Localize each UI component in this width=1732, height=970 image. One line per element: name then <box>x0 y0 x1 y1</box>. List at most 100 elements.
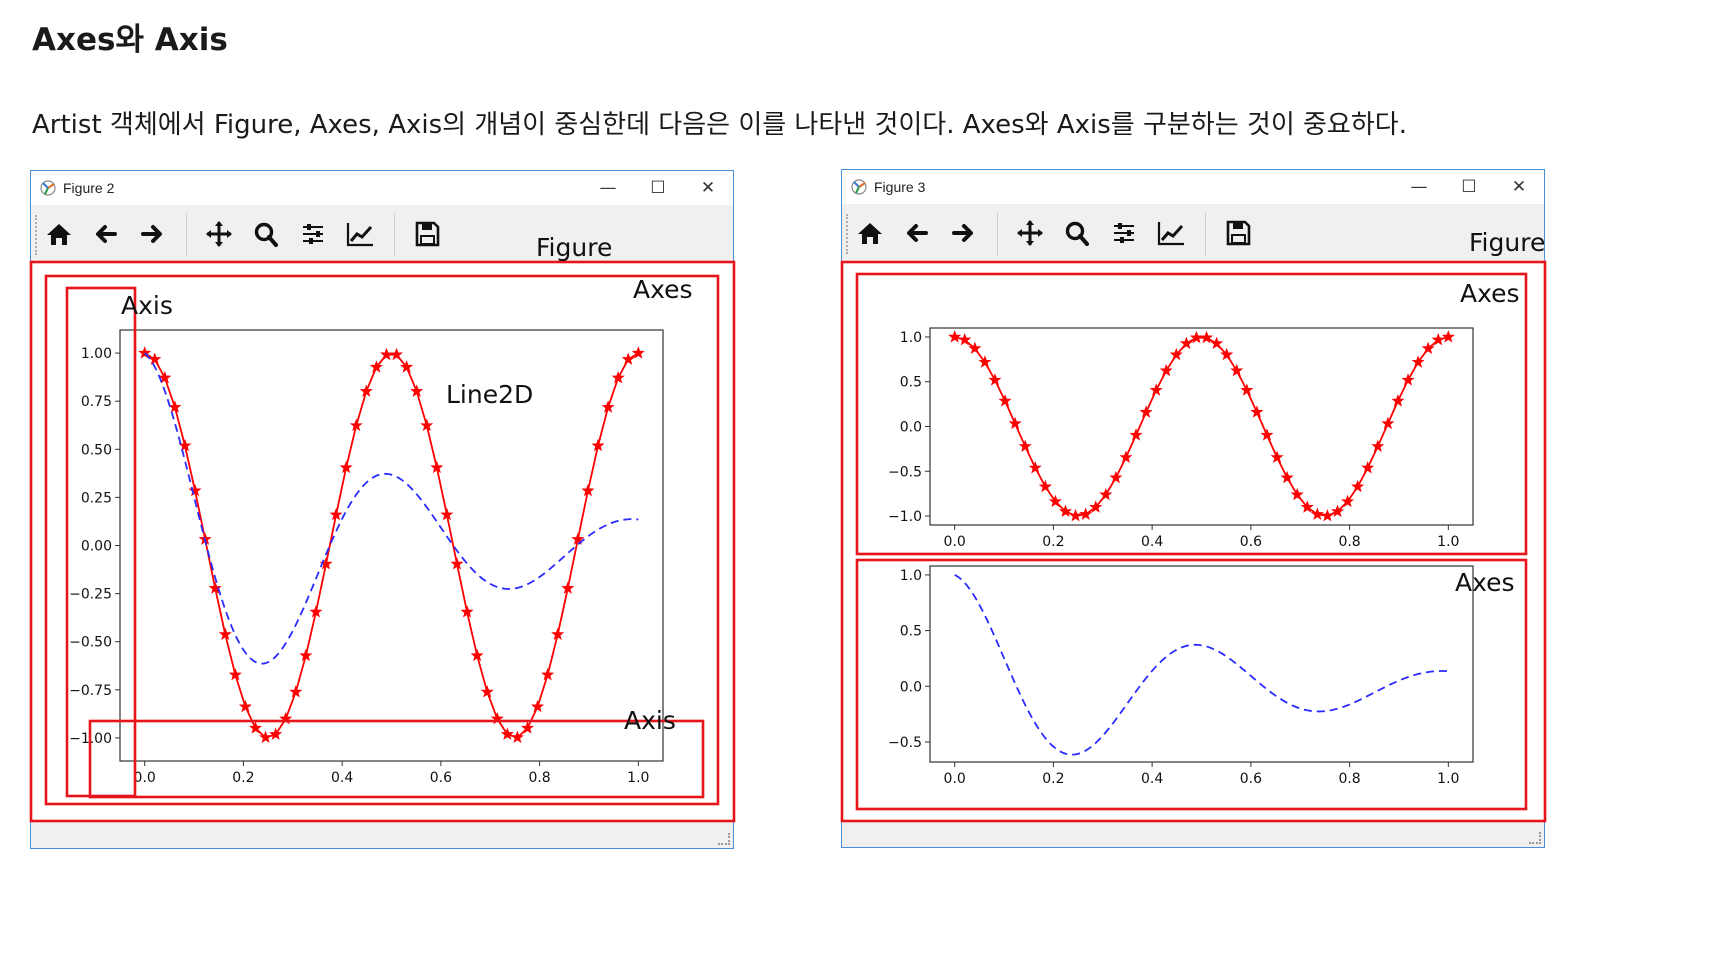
figure-2-window: Figure 2 — ☐ ✕ −1.00 −0.75 −0.50 −0.25 0.00 0… <box>30 170 734 849</box>
y-tick-label: −0.50 <box>69 635 112 651</box>
edit-axes-icon[interactable] <box>343 219 377 249</box>
star-marker <box>238 699 252 713</box>
star-marker <box>228 668 242 681</box>
blue-dashed-series-line <box>144 352 639 665</box>
toolbar-separator <box>1205 212 1206 256</box>
star-marker <box>279 712 293 725</box>
star-marker <box>1159 363 1173 377</box>
x-tick-label: 0.6 <box>1240 534 1262 550</box>
close-button[interactable]: ✕ <box>700 178 716 198</box>
star-marker <box>1381 416 1395 430</box>
x-tick-label: 0.2 <box>1042 534 1064 550</box>
star-marker <box>1069 509 1083 522</box>
x-tick-label: 0.2 <box>1042 771 1064 787</box>
resize-grip[interactable] <box>1529 832 1541 844</box>
star-marker <box>1441 330 1455 343</box>
toolbar-grip[interactable] <box>35 215 40 255</box>
maximize-button[interactable]: ☐ <box>1461 177 1477 197</box>
x-tick-label: 1.0 <box>1437 771 1459 787</box>
home-icon[interactable] <box>853 218 887 248</box>
figure-2-plot: −1.00−0.75−0.50−0.250.000.250.500.751.00… <box>69 329 664 786</box>
zoom-icon[interactable] <box>1060 218 1094 248</box>
y-tick-label: −0.25 <box>69 587 112 603</box>
star-marker <box>1028 461 1042 474</box>
figure-canvas: −1.00 −0.75 −0.50 −0.25 0.00 0.25 0.50 0.75 1.00… <box>31 261 733 823</box>
maximize-button[interactable]: ☐ <box>650 178 666 198</box>
subplots-config-icon[interactable] <box>1107 218 1141 248</box>
star-marker <box>1230 363 1244 377</box>
x-tick-label: 0.0 <box>944 771 966 787</box>
pan-icon[interactable] <box>202 219 236 249</box>
window-title: Figure 2 <box>63 180 115 196</box>
window-titlebar[interactable]: Figure 2 — ☐ ✕ <box>31 171 733 205</box>
star-marker <box>1401 373 1415 386</box>
forward-arrow-icon[interactable] <box>946 218 980 248</box>
back-arrow-icon[interactable] <box>900 218 934 248</box>
minimize-button[interactable]: — <box>599 178 617 198</box>
y-tick-label: 0.50 <box>81 442 112 458</box>
y-tick-label: −1.0 <box>888 509 922 525</box>
figure-3-window: Figure 3 — ☐ ✕ −1.0 −0.5 0.0 0.5 1.0 0.0 0.2 0… <box>841 169 1545 848</box>
x-tick-label: 0.0 <box>134 770 156 786</box>
save-icon[interactable] <box>1221 218 1255 248</box>
page-heading: Axes와 Axis <box>32 22 228 58</box>
star-marker <box>611 370 625 384</box>
home-icon[interactable] <box>42 219 76 249</box>
axes-frame-top <box>929 327 1474 526</box>
star-marker <box>379 347 393 361</box>
x-tick-label: 0.4 <box>1141 771 1163 787</box>
intro-paragraph: Artist 객체에서 Figure, Axes, Axis의 개념이 중심한데… <box>32 110 1407 140</box>
star-marker <box>490 712 504 725</box>
x-tick-label: 1.0 <box>627 770 649 786</box>
star-marker <box>1280 470 1294 484</box>
toolbar-separator <box>394 213 395 257</box>
status-bar <box>31 821 733 848</box>
minimize-button[interactable]: — <box>1410 177 1428 197</box>
star-marker <box>1260 428 1274 441</box>
star-marker <box>1290 487 1304 501</box>
star-marker <box>1240 383 1254 396</box>
save-icon[interactable] <box>410 219 444 249</box>
figure-canvas: −1.0 −0.5 0.0 0.5 1.0 0.0 0.2 0.4 0.6 0.8 1.0 −0.… <box>842 260 1544 822</box>
x-tick-label: 0.8 <box>1338 534 1360 550</box>
y-tick-label: 0.0 <box>900 420 922 436</box>
edit-axes-icon[interactable] <box>1154 218 1188 248</box>
x-tick-label: 0.8 <box>1338 771 1360 787</box>
status-bar <box>842 820 1544 847</box>
close-button[interactable]: ✕ <box>1511 177 1527 197</box>
star-marker <box>1099 487 1113 501</box>
blue-dashed-series-line <box>954 574 1449 756</box>
back-arrow-icon[interactable] <box>89 219 123 249</box>
zoom-icon[interactable] <box>249 219 283 249</box>
star-marker <box>1149 383 1163 396</box>
star-marker <box>1371 439 1385 452</box>
toolbar-grip[interactable] <box>846 214 851 254</box>
y-tick-label: 1.0 <box>900 568 922 584</box>
y-tick-label: 0.75 <box>81 394 112 410</box>
toolbar-separator <box>186 213 187 257</box>
navigation-toolbar <box>31 205 733 261</box>
matplotlib-app-icon <box>851 179 867 195</box>
star-marker <box>541 668 555 681</box>
star-marker <box>1018 439 1032 452</box>
window-titlebar[interactable]: Figure 3 — ☐ ✕ <box>842 170 1544 204</box>
forward-arrow-icon[interactable] <box>135 219 169 249</box>
star-marker <box>1351 479 1365 493</box>
y-tick-label: 0.25 <box>81 490 112 506</box>
star-marker <box>390 347 404 361</box>
toolbar-separator <box>997 212 998 256</box>
star-marker <box>500 727 514 740</box>
star-marker <box>998 394 1012 407</box>
x-tick-label: 0.4 <box>1141 534 1163 550</box>
x-tick-label: 0.8 <box>528 770 550 786</box>
y-tick-label: 0.5 <box>900 375 922 391</box>
subplots-config-icon[interactable] <box>296 219 330 249</box>
star-marker <box>531 699 545 713</box>
x-tick-label: 0.6 <box>430 770 452 786</box>
y-tick-label: 1.0 <box>900 330 922 346</box>
pan-icon[interactable] <box>1013 218 1047 248</box>
star-marker <box>359 384 373 397</box>
star-marker <box>1119 450 1133 463</box>
y-tick-label: 0.5 <box>900 624 922 640</box>
resize-grip[interactable] <box>718 833 730 845</box>
